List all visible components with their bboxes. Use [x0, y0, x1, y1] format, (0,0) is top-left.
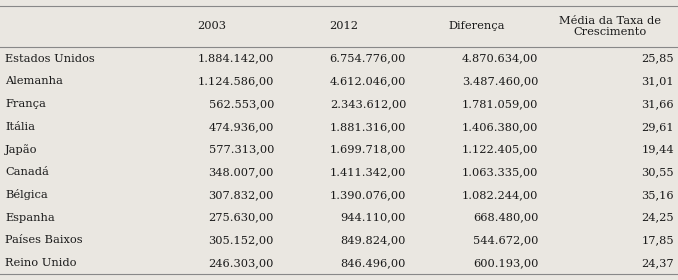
Text: Reino Unido: Reino Unido	[5, 258, 77, 268]
Text: 31,66: 31,66	[641, 99, 674, 109]
Text: Canadá: Canadá	[5, 167, 49, 177]
Text: 1.884.142,00: 1.884.142,00	[197, 54, 274, 64]
Text: 562.553,00: 562.553,00	[209, 99, 274, 109]
Text: 246.303,00: 246.303,00	[209, 258, 274, 268]
Text: Itália: Itália	[5, 122, 35, 132]
Text: Estados Unidos: Estados Unidos	[5, 54, 95, 64]
Text: 1.082.244,00: 1.082.244,00	[462, 190, 538, 200]
Text: Média da Taxa de
Crescimento: Média da Taxa de Crescimento	[559, 16, 661, 37]
Text: 944.110,00: 944.110,00	[341, 213, 406, 223]
Text: 1.411.342,00: 1.411.342,00	[330, 167, 406, 177]
Text: 3.487.460,00: 3.487.460,00	[462, 76, 538, 86]
Text: 4.612.046,00: 4.612.046,00	[330, 76, 406, 86]
Text: 1.699.718,00: 1.699.718,00	[330, 144, 406, 155]
Text: Bélgica: Bélgica	[5, 189, 48, 200]
Text: 577.313,00: 577.313,00	[209, 144, 274, 155]
Text: 4.870.634,00: 4.870.634,00	[462, 54, 538, 64]
Text: 2003: 2003	[197, 22, 226, 31]
Text: Diferença: Diferença	[448, 22, 504, 31]
Text: 305.152,00: 305.152,00	[209, 235, 274, 245]
Text: Japão: Japão	[5, 144, 38, 155]
Text: 1.406.380,00: 1.406.380,00	[462, 122, 538, 132]
Text: 600.193,00: 600.193,00	[473, 258, 538, 268]
Text: 2012: 2012	[330, 22, 359, 31]
Text: 474.936,00: 474.936,00	[209, 122, 274, 132]
Text: 25,85: 25,85	[641, 54, 674, 64]
Text: 31,01: 31,01	[641, 76, 674, 86]
Text: 307.832,00: 307.832,00	[209, 190, 274, 200]
Text: 29,61: 29,61	[641, 122, 674, 132]
Text: 2.343.612,00: 2.343.612,00	[330, 99, 406, 109]
Text: 19,44: 19,44	[641, 144, 674, 155]
Text: 275.630,00: 275.630,00	[209, 213, 274, 223]
Text: 1.122.405,00: 1.122.405,00	[462, 144, 538, 155]
Text: 6.754.776,00: 6.754.776,00	[330, 54, 406, 64]
Text: 846.496,00: 846.496,00	[341, 258, 406, 268]
Text: 1.881.316,00: 1.881.316,00	[330, 122, 406, 132]
Text: França: França	[5, 99, 46, 109]
Text: 849.824,00: 849.824,00	[341, 235, 406, 245]
Text: 1.390.076,00: 1.390.076,00	[330, 190, 406, 200]
Text: 17,85: 17,85	[641, 235, 674, 245]
Text: 1.781.059,00: 1.781.059,00	[462, 99, 538, 109]
Text: 35,16: 35,16	[641, 190, 674, 200]
Text: 1.063.335,00: 1.063.335,00	[462, 167, 538, 177]
Text: 544.672,00: 544.672,00	[473, 235, 538, 245]
Text: Países Baixos: Países Baixos	[5, 235, 83, 245]
Text: 668.480,00: 668.480,00	[473, 213, 538, 223]
Text: 30,55: 30,55	[641, 167, 674, 177]
Text: Espanha: Espanha	[5, 213, 55, 223]
Text: Alemanha: Alemanha	[5, 76, 63, 86]
Text: 24,37: 24,37	[641, 258, 674, 268]
Text: 24,25: 24,25	[641, 213, 674, 223]
Text: 348.007,00: 348.007,00	[209, 167, 274, 177]
Text: 1.124.586,00: 1.124.586,00	[197, 76, 274, 86]
